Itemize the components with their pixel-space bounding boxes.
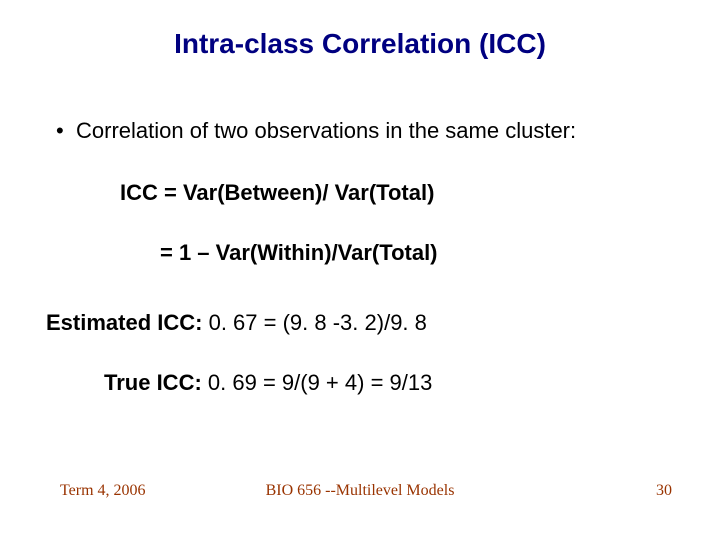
true-icc-label: True ICC:	[104, 370, 202, 395]
slide: Intra-class Correlation (ICC) • Correlat…	[0, 0, 720, 540]
footer-course: BIO 656 --Multilevel Models	[0, 482, 720, 500]
slide-title: Intra-class Correlation (ICC)	[0, 28, 720, 60]
bullet-item: • Correlation of two observations in the…	[56, 118, 576, 144]
icc-formula-between: ICC = Var(Between)/ Var(Total)	[120, 180, 434, 206]
estimated-icc-label: Estimated ICC:	[46, 310, 202, 335]
footer-page-number: 30	[656, 482, 672, 500]
estimated-icc-value: 0. 67 = (9. 8 -3. 2)/9. 8	[202, 310, 426, 335]
true-icc-line: True ICC: 0. 69 = 9/(9 + 4) = 9/13	[104, 370, 432, 396]
estimated-icc-line: Estimated ICC: 0. 67 = (9. 8 -3. 2)/9. 8	[46, 310, 427, 336]
bullet-text: Correlation of two observations in the s…	[76, 118, 576, 144]
bullet-marker: •	[56, 118, 76, 144]
icc-formula-within: = 1 – Var(Within)/Var(Total)	[160, 240, 438, 266]
true-icc-value: 0. 69 = 9/(9 + 4) = 9/13	[202, 370, 433, 395]
